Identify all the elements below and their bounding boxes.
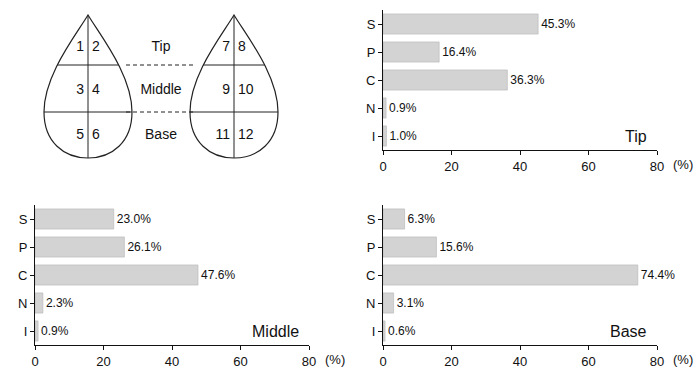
svg-text:1: 1	[76, 38, 84, 54]
svg-text:S: S	[367, 17, 376, 32]
svg-text:1.0%: 1.0%	[389, 129, 417, 143]
svg-text:60: 60	[581, 354, 595, 369]
svg-text:36.3%: 36.3%	[510, 73, 544, 87]
svg-text:Tip: Tip	[625, 128, 647, 145]
svg-text:P: P	[19, 240, 28, 255]
svg-text:I: I	[372, 129, 376, 144]
svg-text:9: 9	[222, 81, 230, 97]
svg-text:C: C	[366, 73, 375, 88]
svg-text:Tip: Tip	[152, 38, 171, 54]
svg-text:40: 40	[513, 354, 527, 369]
svg-text:80: 80	[650, 159, 664, 174]
svg-text:0: 0	[379, 354, 386, 369]
svg-text:60: 60	[233, 354, 247, 369]
svg-text:N: N	[366, 296, 375, 311]
svg-text:0: 0	[379, 159, 386, 174]
svg-text:7: 7	[222, 38, 230, 54]
svg-text:3.1%: 3.1%	[397, 296, 425, 310]
svg-text:N: N	[18, 296, 27, 311]
svg-text:Middle: Middle	[140, 81, 181, 97]
svg-text:(%): (%)	[325, 352, 345, 367]
svg-text:16.4%: 16.4%	[442, 45, 476, 59]
svg-text:(%): (%)	[673, 157, 693, 172]
svg-text:P: P	[367, 240, 376, 255]
svg-text:26.1%: 26.1%	[127, 240, 161, 254]
svg-text:N: N	[366, 101, 375, 116]
svg-text:0: 0	[31, 354, 38, 369]
svg-text:40: 40	[513, 159, 527, 174]
svg-text:0.6%: 0.6%	[388, 324, 416, 338]
svg-text:Middle: Middle	[252, 323, 299, 340]
svg-text:15.6%: 15.6%	[439, 240, 473, 254]
svg-text:8: 8	[238, 38, 246, 54]
svg-text:0.9%: 0.9%	[389, 101, 417, 115]
svg-text:4: 4	[92, 81, 100, 97]
svg-text:47.6%: 47.6%	[201, 268, 235, 282]
svg-text:6: 6	[92, 126, 100, 142]
svg-text:11: 11	[215, 126, 230, 142]
svg-text:45.3%: 45.3%	[541, 17, 575, 31]
svg-text:C: C	[366, 268, 375, 283]
svg-text:60: 60	[581, 159, 595, 174]
svg-text:I: I	[372, 324, 376, 339]
svg-text:80: 80	[650, 354, 664, 369]
svg-text:2: 2	[92, 38, 100, 54]
svg-text:(%): (%)	[673, 352, 693, 367]
svg-text:0.9%: 0.9%	[41, 324, 69, 338]
svg-text:Base: Base	[610, 323, 647, 340]
svg-text:5: 5	[76, 126, 84, 142]
svg-text:40: 40	[165, 354, 179, 369]
svg-text:3: 3	[76, 81, 84, 97]
svg-text:12: 12	[238, 126, 254, 142]
svg-text:S: S	[19, 212, 28, 227]
svg-text:P: P	[367, 45, 376, 60]
svg-text:20: 20	[444, 159, 458, 174]
svg-text:23.0%: 23.0%	[117, 212, 151, 226]
svg-text:S: S	[367, 212, 376, 227]
svg-text:Base: Base	[145, 126, 177, 142]
svg-text:80: 80	[302, 354, 316, 369]
svg-text:10: 10	[238, 81, 254, 97]
svg-text:6.3%: 6.3%	[408, 212, 436, 226]
svg-text:20: 20	[444, 354, 458, 369]
svg-text:74.4%: 74.4%	[641, 268, 675, 282]
svg-text:20: 20	[96, 354, 110, 369]
svg-text:I: I	[24, 324, 28, 339]
svg-text:C: C	[18, 268, 27, 283]
svg-text:2.3%: 2.3%	[46, 296, 74, 310]
